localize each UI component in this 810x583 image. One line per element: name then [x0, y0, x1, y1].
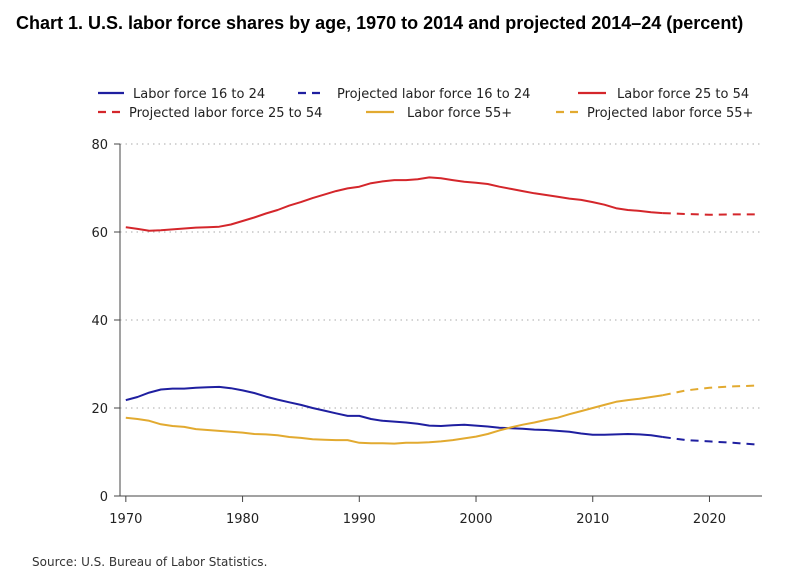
legend-item: Projected labor force 55+ [556, 106, 753, 121]
legend-item: Labor force 16 to 24 [98, 87, 265, 102]
series-line-labor-force-55 [125, 394, 663, 445]
x-tick-label: 2000 [459, 512, 492, 527]
x-tick-label: 2010 [576, 512, 609, 527]
chart-title: Chart 1. U.S. labor force shares by age,… [16, 13, 744, 33]
legend-item: Labor force 25 to 54 [578, 87, 749, 102]
source-note: Source: U.S. Bureau of Labor Statistics. [32, 555, 268, 569]
legend-label: Projected labor force 16 to 24 [337, 87, 530, 102]
y-tick-label: 0 [100, 490, 108, 505]
x-tick-label: 1980 [226, 512, 259, 527]
x-tick-label: 1990 [343, 512, 376, 527]
x-tick-label: 2020 [693, 512, 726, 527]
series-line-labor-force-25-to-54 [125, 176, 663, 232]
legend-label: Projected labor force 25 to 54 [129, 106, 322, 121]
gridlines [120, 143, 762, 409]
series-line-projected-labor-force-16-to-24 [662, 436, 757, 446]
series-line-projected-labor-force-55 [662, 384, 757, 397]
x-tick-label: 1970 [109, 512, 142, 527]
legend-item: Projected labor force 25 to 54 [98, 106, 322, 121]
legend-label: Labor force 55+ [407, 106, 512, 121]
series [125, 176, 757, 446]
axes: 0 20 40 60 80 1970 1980 1990 2000 2010 2020 [91, 138, 762, 527]
legend-label: Labor force 25 to 54 [617, 87, 749, 102]
legend-item: Projected labor force 16 to 24 [298, 87, 530, 102]
legend: Labor force 16 to 24 Projected labor for… [98, 87, 753, 121]
legend-label: Labor force 16 to 24 [133, 87, 265, 102]
legend-item: Labor force 55+ [366, 106, 512, 121]
y-tick-label: 80 [91, 138, 108, 153]
y-tick-label: 40 [91, 314, 108, 329]
series-line-projected-labor-force-25-to-54 [662, 212, 757, 216]
y-tick-label: 20 [91, 402, 108, 417]
series-line-labor-force-16-to-24 [125, 385, 663, 438]
legend-label: Projected labor force 55+ [587, 106, 753, 121]
y-tick-label: 60 [91, 226, 108, 241]
